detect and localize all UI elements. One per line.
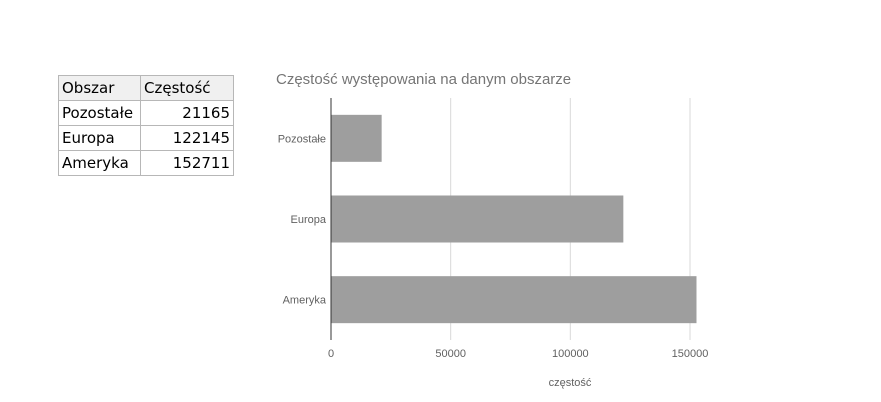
cell-frequency: 152711 — [140, 150, 234, 176]
frequency-table: Obszar Częstość Pozostałe 21165 Europa 1… — [58, 75, 234, 176]
x-tick-label: 100000 — [552, 348, 589, 360]
bars — [331, 114, 697, 324]
tick-labels: 0 50000 100000 150000 — [328, 348, 708, 360]
table-header-row: Obszar Częstość — [58, 75, 234, 101]
cell-frequency: 122145 — [140, 125, 234, 151]
category-label: Europa — [291, 214, 327, 226]
chart-title: Częstość występowania na danym obszarze — [276, 71, 571, 88]
bar-pozostałe — [331, 114, 382, 162]
header-frequency: Częstość — [140, 75, 234, 101]
x-tick-label: 50000 — [435, 348, 466, 360]
x-tick-label: 0 — [328, 348, 334, 360]
table-row: Europa 122145 — [58, 125, 234, 151]
bar-europa — [331, 195, 624, 243]
header-area: Obszar — [58, 75, 141, 101]
bar-ameryka — [331, 276, 697, 324]
cell-area: Ameryka — [58, 150, 141, 176]
cell-area: Pozostałe — [58, 100, 141, 126]
cell-frequency: 21165 — [140, 100, 234, 126]
x-axis-title: częstość — [549, 377, 592, 389]
table-row: Ameryka 152711 — [58, 150, 234, 176]
category-labels: Pozostałe Europa Ameryka — [278, 133, 327, 306]
category-label: Pozostałe — [278, 133, 326, 145]
x-tick-label: 150000 — [672, 348, 709, 360]
category-label: Ameryka — [283, 295, 327, 307]
table-row: Pozostałe 21165 — [58, 100, 234, 126]
